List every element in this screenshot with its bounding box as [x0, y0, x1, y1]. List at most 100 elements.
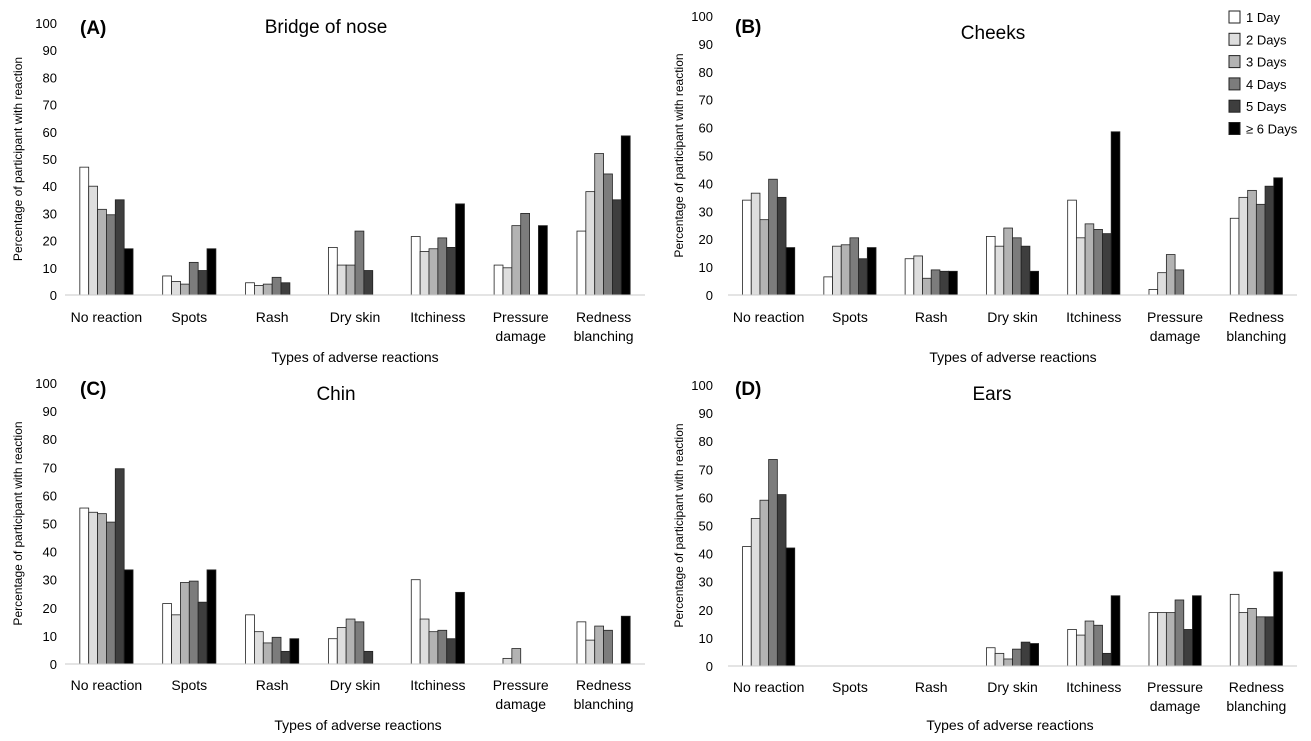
y-tick-label: 80: [699, 434, 713, 449]
bar-6-3: [603, 173, 613, 296]
y-tick-label: 70: [43, 460, 57, 475]
chart-title: Chin: [316, 384, 355, 405]
bar-3-1: [994, 652, 1005, 667]
x-tick-label: No reaction: [71, 677, 143, 693]
bar-2-2: [922, 277, 932, 296]
bar-3-1: [994, 245, 1005, 296]
bar-3-5: [1029, 643, 1040, 667]
x-tick-label: blanching: [1226, 698, 1286, 714]
bar-3-1: [336, 264, 347, 296]
bar-6-3: [1255, 203, 1266, 296]
bar-5-1: [1157, 272, 1167, 296]
bar-4-0: [410, 579, 421, 665]
y-tick-label: 70: [43, 98, 57, 113]
bar-6-5: [1273, 177, 1283, 296]
bar-5-1: [502, 267, 513, 296]
bar-0-1: [88, 185, 98, 296]
x-axis-label: Types of adverse reactions: [274, 717, 441, 733]
x-tick-label: Pressure: [1147, 309, 1203, 325]
bar-5-2: [511, 648, 522, 665]
bar-6-4: [612, 199, 622, 296]
legend-label: 4 Days: [1246, 77, 1287, 92]
legend-swatch: [1228, 10, 1241, 24]
bar-3-5: [1029, 270, 1040, 296]
y-tick-label: 10: [699, 260, 713, 275]
bar-6-5: [620, 135, 631, 296]
y-tick-label: 30: [43, 206, 57, 221]
chart-title: Cheeks: [961, 23, 1025, 44]
bar-4-0: [1067, 199, 1077, 296]
bar-4-1: [419, 251, 430, 296]
y-tick-label: 90: [699, 406, 713, 421]
y-tick-label: 50: [699, 519, 713, 534]
x-tick-label: Dry skin: [330, 309, 381, 325]
bar-2-5: [948, 270, 958, 296]
bar-0-5: [785, 547, 796, 667]
bar-5-2: [1165, 254, 1176, 296]
legend-label: ≥ 6 Days: [1246, 122, 1298, 137]
bar-0-3: [768, 178, 778, 296]
x-tick-label: Spots: [171, 309, 207, 325]
bar-6-2: [594, 625, 604, 665]
bar-2-4: [939, 270, 950, 296]
y-tick-label: 50: [699, 149, 713, 164]
bar-5-4: [1183, 629, 1193, 667]
bar-4-2: [428, 631, 439, 665]
bar-3-3: [1012, 648, 1022, 667]
bar-0-2: [97, 513, 107, 665]
bar-3-4: [363, 650, 374, 665]
bar-4-3: [437, 237, 448, 296]
bar-0-1: [88, 511, 98, 665]
x-tick-label: Itchiness: [410, 309, 465, 325]
x-tick-label: Rash: [256, 309, 289, 325]
y-tick-label: 30: [699, 575, 713, 590]
y-tick-label: 0: [706, 659, 713, 674]
x-tick-label: damage: [1150, 698, 1201, 714]
y-tick-label: 90: [43, 404, 57, 419]
x-tick-label: blanching: [1226, 328, 1286, 344]
bar-3-0: [986, 647, 996, 667]
bar-1-4: [197, 270, 208, 296]
x-tick-label: damage: [495, 328, 546, 344]
bar-4-4: [446, 638, 456, 665]
x-tick-label: Itchiness: [410, 677, 465, 693]
x-tick-label: Pressure: [493, 309, 549, 325]
y-axis-label: Percentage of participant with reaction: [672, 53, 686, 257]
legend-label: 5 Days: [1246, 99, 1287, 114]
bar-1-0: [162, 603, 172, 665]
bar-3-2: [1003, 658, 1013, 667]
legend-label: 1 Day: [1246, 10, 1280, 25]
bar-2-5: [289, 638, 300, 665]
bar-4-2: [1084, 620, 1095, 667]
bar-0-5: [123, 569, 134, 665]
legend-label: 2 Days: [1246, 32, 1287, 47]
bar-0-2: [759, 499, 770, 667]
bar-6-3: [603, 629, 613, 665]
bar-6-0: [576, 230, 587, 296]
y-tick-label: 20: [699, 603, 713, 618]
bar-1-1: [832, 245, 842, 296]
bar-0-5: [785, 247, 796, 296]
bar-3-2: [345, 264, 356, 296]
y-tick-label: 100: [691, 9, 713, 24]
x-tick-label: Spots: [171, 677, 207, 693]
bar-0-4: [114, 199, 125, 296]
panel-label: (C): [80, 379, 106, 400]
bar-4-0: [410, 236, 421, 296]
bar-6-3: [1255, 616, 1266, 667]
bar-4-3: [437, 629, 448, 665]
y-tick-label: 10: [699, 631, 713, 646]
y-tick-label: 50: [43, 152, 57, 167]
bar-1-3: [188, 261, 199, 296]
x-tick-label: Redness: [1229, 309, 1284, 325]
bar-1-1: [171, 614, 181, 665]
panel-label: (B): [735, 17, 761, 38]
bar-0-3: [768, 459, 778, 667]
legend-swatch: [1228, 55, 1241, 69]
bar-3-4: [1020, 641, 1031, 667]
y-tick-label: 80: [43, 432, 57, 447]
bar-0-0: [79, 507, 90, 665]
y-tick-label: 80: [699, 65, 713, 80]
x-axis-label: Types of adverse reactions: [271, 349, 438, 365]
